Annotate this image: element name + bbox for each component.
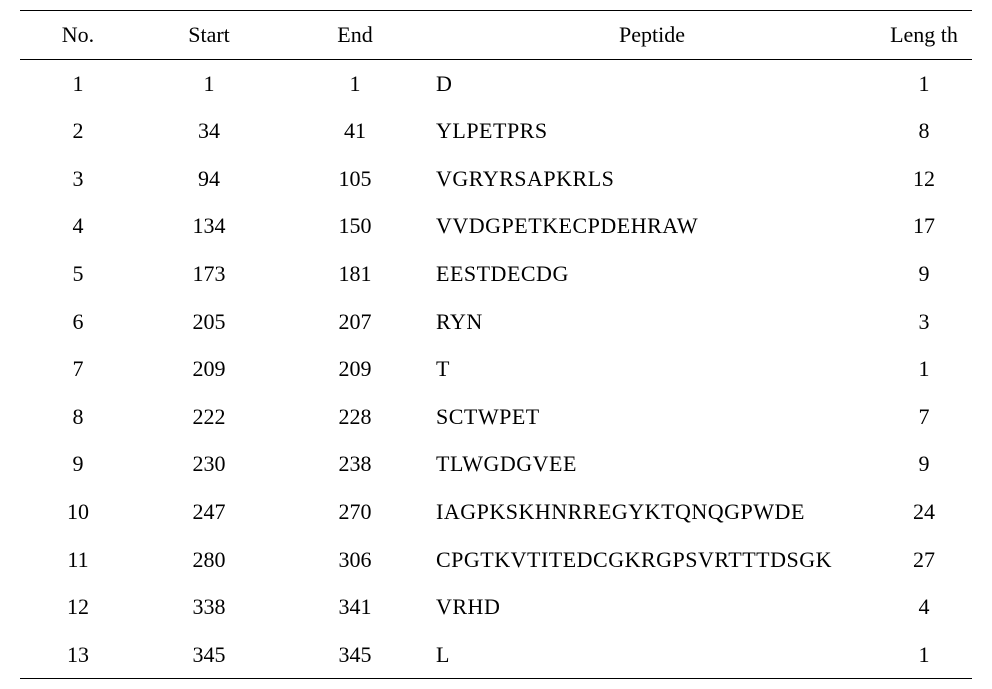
cell-no: 9 (20, 440, 136, 488)
cell-length: 12 (876, 155, 972, 203)
cell-no: 7 (20, 345, 136, 393)
table-row: 13 345 345 L 1 (20, 631, 972, 679)
table-row: 10 247 270 IAGPKSKHNRREGYKTQNQGPWDE 24 (20, 488, 972, 536)
table-row: 11 280 306 CPGTKVTITEDCGKRGPSVRTTTDSGK 2… (20, 536, 972, 584)
cell-end: 306 (282, 536, 428, 584)
cell-no: 5 (20, 250, 136, 298)
cell-end: 1 (282, 59, 428, 107)
table-row: 3 94 105 VGRYRSAPKRLS 12 (20, 155, 972, 203)
cell-length: 3 (876, 298, 972, 346)
cell-start: 209 (136, 345, 282, 393)
table-row: 8 222 228 SCTWPET 7 (20, 393, 972, 441)
cell-peptide: IAGPKSKHNRREGYKTQNQGPWDE (428, 488, 876, 536)
cell-start: 247 (136, 488, 282, 536)
cell-end: 341 (282, 583, 428, 631)
cell-start: 1 (136, 59, 282, 107)
cell-peptide: YLPETPRS (428, 107, 876, 155)
cell-start: 94 (136, 155, 282, 203)
cell-start: 134 (136, 202, 282, 250)
table-row: 5 173 181 EESTDECDG 9 (20, 250, 972, 298)
cell-start: 34 (136, 107, 282, 155)
cell-no: 2 (20, 107, 136, 155)
cell-peptide: VRHD (428, 583, 876, 631)
cell-end: 105 (282, 155, 428, 203)
cell-no: 12 (20, 583, 136, 631)
cell-no: 13 (20, 631, 136, 679)
cell-length: 27 (876, 536, 972, 584)
cell-no: 10 (20, 488, 136, 536)
cell-end: 181 (282, 250, 428, 298)
cell-no: 8 (20, 393, 136, 441)
cell-length: 9 (876, 440, 972, 488)
cell-peptide: SCTWPET (428, 393, 876, 441)
cell-no: 6 (20, 298, 136, 346)
cell-peptide: CPGTKVTITEDCGKRGPSVRTTTDSGK (428, 536, 876, 584)
cell-start: 345 (136, 631, 282, 679)
cell-end: 209 (282, 345, 428, 393)
cell-peptide: EESTDECDG (428, 250, 876, 298)
cell-end: 150 (282, 202, 428, 250)
table-row: 2 34 41 YLPETPRS 8 (20, 107, 972, 155)
cell-no: 1 (20, 59, 136, 107)
cell-start: 280 (136, 536, 282, 584)
cell-end: 345 (282, 631, 428, 679)
table-row: 4 134 150 VVDGPETKECPDEHRAW 17 (20, 202, 972, 250)
cell-peptide: T (428, 345, 876, 393)
col-header-start: Start (136, 11, 282, 60)
col-header-end: End (282, 11, 428, 60)
table-row: 7 209 209 T 1 (20, 345, 972, 393)
cell-length: 1 (876, 59, 972, 107)
cell-no: 11 (20, 536, 136, 584)
cell-end: 270 (282, 488, 428, 536)
cell-peptide: VVDGPETKECPDEHRAW (428, 202, 876, 250)
cell-length: 1 (876, 345, 972, 393)
cell-length: 8 (876, 107, 972, 155)
col-header-peptide: Peptide (428, 11, 876, 60)
cell-peptide: D (428, 59, 876, 107)
cell-end: 238 (282, 440, 428, 488)
cell-no: 4 (20, 202, 136, 250)
table-body: 1 1 1 D 1 2 34 41 YLPETPRS 8 3 94 105 VG… (20, 59, 972, 679)
cell-start: 338 (136, 583, 282, 631)
cell-end: 41 (282, 107, 428, 155)
cell-start: 205 (136, 298, 282, 346)
cell-length: 17 (876, 202, 972, 250)
table-row: 1 1 1 D 1 (20, 59, 972, 107)
cell-end: 228 (282, 393, 428, 441)
cell-start: 230 (136, 440, 282, 488)
cell-length: 24 (876, 488, 972, 536)
table-row: 12 338 341 VRHD 4 (20, 583, 972, 631)
col-header-length: Leng th (876, 11, 972, 60)
cell-peptide: TLWGDGVEE (428, 440, 876, 488)
cell-start: 222 (136, 393, 282, 441)
cell-length: 1 (876, 631, 972, 679)
cell-peptide: L (428, 631, 876, 679)
cell-start: 173 (136, 250, 282, 298)
peptide-table: No. Start End Peptide Leng th 1 1 1 D 1 … (20, 10, 972, 679)
table-row: 9 230 238 TLWGDGVEE 9 (20, 440, 972, 488)
table-header-row: No. Start End Peptide Leng th (20, 11, 972, 60)
col-header-no: No. (20, 11, 136, 60)
cell-length: 4 (876, 583, 972, 631)
cell-no: 3 (20, 155, 136, 203)
cell-length: 7 (876, 393, 972, 441)
cell-length: 9 (876, 250, 972, 298)
cell-peptide: RYN (428, 298, 876, 346)
cell-end: 207 (282, 298, 428, 346)
cell-peptide: VGRYRSAPKRLS (428, 155, 876, 203)
table-row: 6 205 207 RYN 3 (20, 298, 972, 346)
